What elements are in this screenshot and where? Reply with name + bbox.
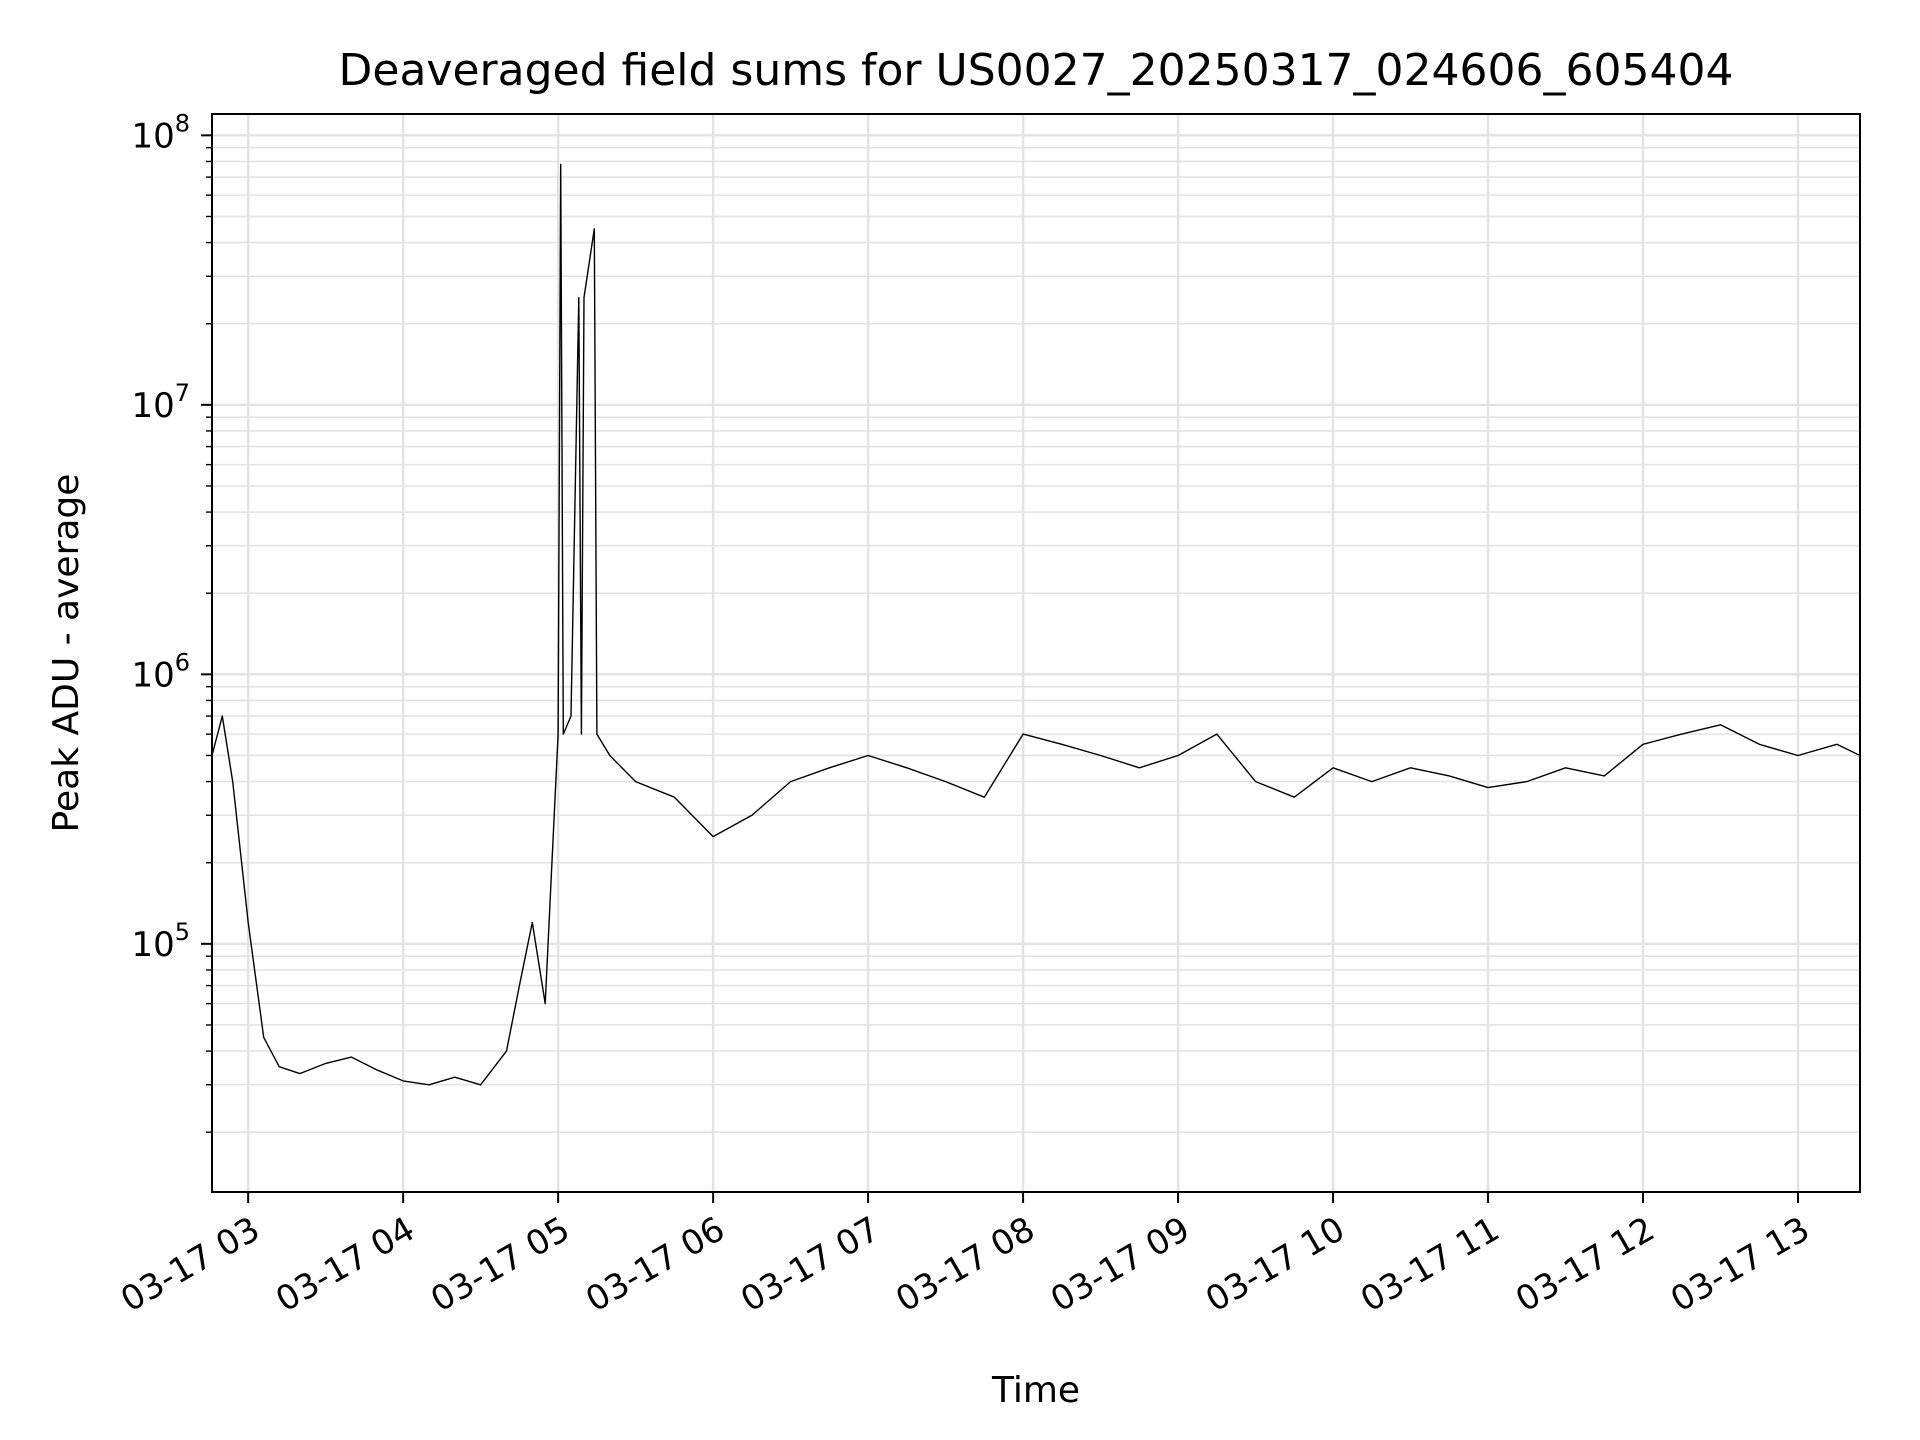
series-line [212, 163, 1860, 1086]
plot-frame [211, 113, 1861, 1193]
plot-area [212, 163, 1860, 1086]
y-axis-label: Peak ADU - average [46, 474, 87, 833]
y-tick-label: 107 [131, 379, 190, 426]
chart-title: Deaveraged field sums for US0027_2025031… [339, 45, 1734, 96]
y-tick-label: 108 [131, 109, 190, 156]
x-axis-label: Time [991, 1370, 1080, 1411]
y-tick-label: 106 [131, 648, 190, 695]
y-axis: 105 106 107 108 [131, 109, 212, 1133]
grid [212, 114, 1860, 1192]
y-tick-label: 105 [131, 918, 190, 965]
